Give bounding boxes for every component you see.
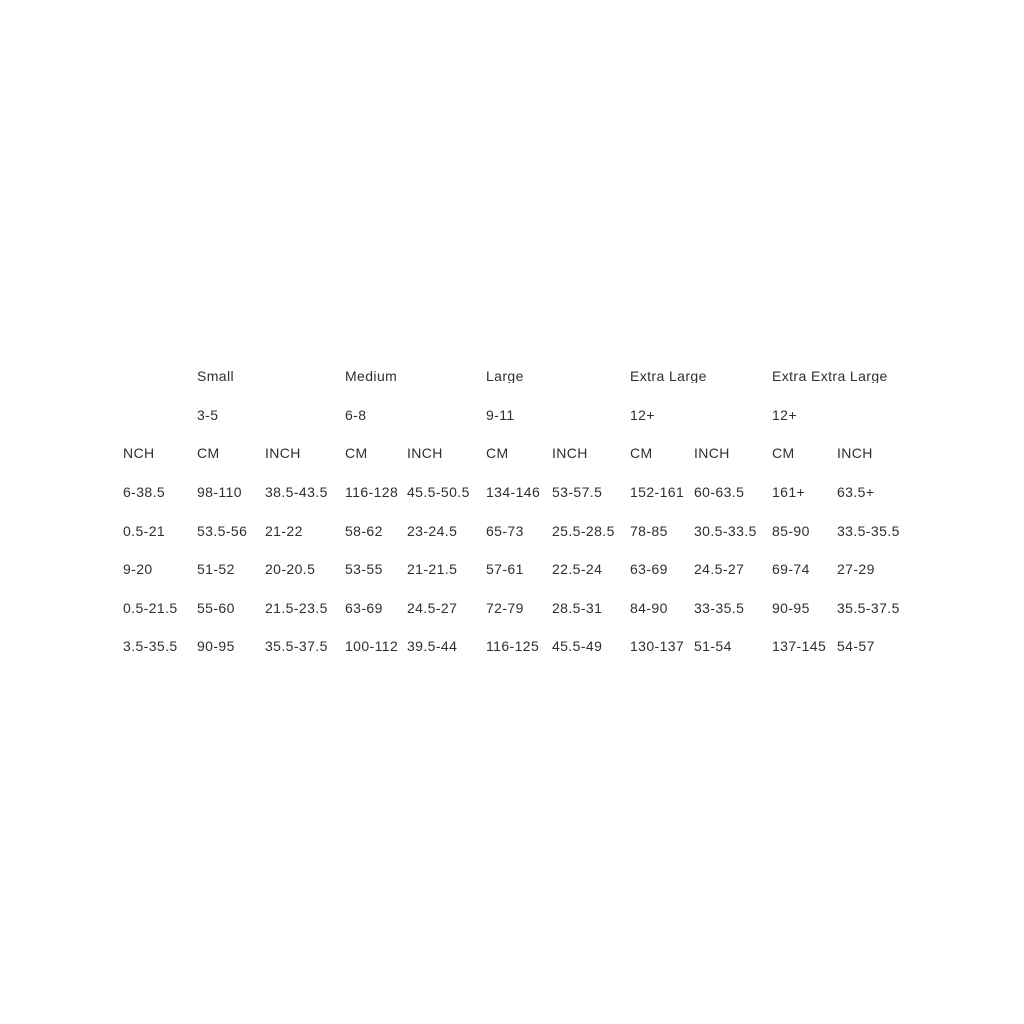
- value-cell: 33.5-35.5: [837, 523, 900, 538]
- value-cell: 57-61: [486, 562, 524, 577]
- unit-label: INCH: [552, 446, 588, 461]
- value-cell: 137-145: [772, 639, 827, 654]
- size-label: Medium: [345, 369, 398, 384]
- value-cell: 33-35.5: [694, 600, 745, 615]
- value-cell: 78-85: [630, 523, 668, 538]
- value-cell: 130-137: [630, 639, 685, 654]
- value-cell: 60-63.5: [694, 485, 745, 500]
- value-cell: 54-57: [837, 639, 875, 654]
- value-cell: 53.5-56: [197, 523, 248, 538]
- value-cell: 20-20.5: [265, 562, 316, 577]
- value-cell: 116-128: [345, 485, 399, 500]
- unit-label: INCH: [837, 446, 873, 461]
- value-cell: 51-52: [197, 562, 235, 577]
- value-cell: 55-60: [197, 600, 235, 615]
- value-cell: 152-161: [630, 485, 685, 500]
- value-cell: 6-38.5: [123, 485, 166, 500]
- value-cell: 90-95: [772, 600, 810, 615]
- unit-label: INCH: [265, 446, 301, 461]
- size-chart-grid: Small Medium Large Extra Large Extra Extra L…: [117, 357, 921, 666]
- value-cell: 45.5-50.5: [407, 485, 470, 500]
- age-label: 12+: [630, 407, 655, 422]
- value-cell: 161+: [772, 485, 806, 500]
- unit-label: CM: [772, 446, 795, 461]
- unit-label: CM: [197, 446, 220, 461]
- unit-label: CM: [345, 446, 368, 461]
- value-cell: 22.5-24: [552, 562, 603, 577]
- value-cell: 24.5-27: [407, 600, 458, 615]
- value-cell: 53-55: [345, 562, 383, 577]
- value-cell: 90-95: [197, 639, 235, 654]
- value-cell: 69-74: [772, 562, 810, 577]
- value-cell: 28.5-31: [552, 600, 603, 615]
- unit-label: CM: [630, 446, 653, 461]
- value-cell: 98-110: [197, 485, 242, 500]
- value-cell: 63.5+: [837, 485, 875, 500]
- unit-label: INCH: [407, 446, 443, 461]
- value-cell: 63-69: [630, 562, 668, 577]
- size-label: Extra Large: [630, 369, 707, 384]
- value-cell: 35.5-37.5: [265, 639, 328, 654]
- age-label: 9-11: [486, 407, 515, 422]
- value-cell: 58-62: [345, 523, 383, 538]
- size-label: Extra Extra Large: [772, 369, 888, 384]
- unit-label: NCH: [123, 446, 155, 461]
- unit-label: INCH: [694, 446, 730, 461]
- value-cell: 51-54: [694, 639, 732, 654]
- value-cell: 21-21.5: [407, 562, 458, 577]
- value-cell: 45.5-49: [552, 639, 603, 654]
- value-cell: 24.5-27: [694, 562, 745, 577]
- value-cell: 3.5-35.5: [123, 639, 178, 654]
- value-cell: 65-73: [486, 523, 524, 538]
- value-cell: 72-79: [486, 600, 524, 615]
- value-cell: 38.5-43.5: [265, 485, 328, 500]
- value-cell: 84-90: [630, 600, 668, 615]
- value-cell: 85-90: [772, 523, 810, 538]
- size-label: Small: [197, 369, 235, 384]
- unit-label: CM: [486, 446, 509, 461]
- value-cell: 35.5-37.5: [837, 600, 900, 615]
- value-cell: 27-29: [837, 562, 875, 577]
- age-label: 6-8: [345, 407, 367, 422]
- value-cell: 0.5-21.5: [123, 600, 178, 615]
- value-cell: 100-112: [345, 639, 399, 654]
- size-label: Large: [486, 369, 524, 384]
- value-cell: 53-57.5: [552, 485, 603, 500]
- value-cell: 0.5-21: [123, 523, 166, 538]
- value-cell: 63-69: [345, 600, 383, 615]
- value-cell: 21-22: [265, 523, 303, 538]
- value-cell: 21.5-23.5: [265, 600, 328, 615]
- value-cell: 39.5-44: [407, 639, 458, 654]
- value-cell: 23-24.5: [407, 523, 458, 538]
- value-cell: 116-125: [486, 639, 540, 654]
- age-label: 3-5: [197, 407, 219, 422]
- value-cell: 25.5-28.5: [552, 523, 615, 538]
- value-cell: 30.5-33.5: [694, 523, 757, 538]
- age-label: 12+: [772, 407, 797, 422]
- value-cell: 9-20: [123, 562, 153, 577]
- value-cell: 134-146: [486, 485, 541, 500]
